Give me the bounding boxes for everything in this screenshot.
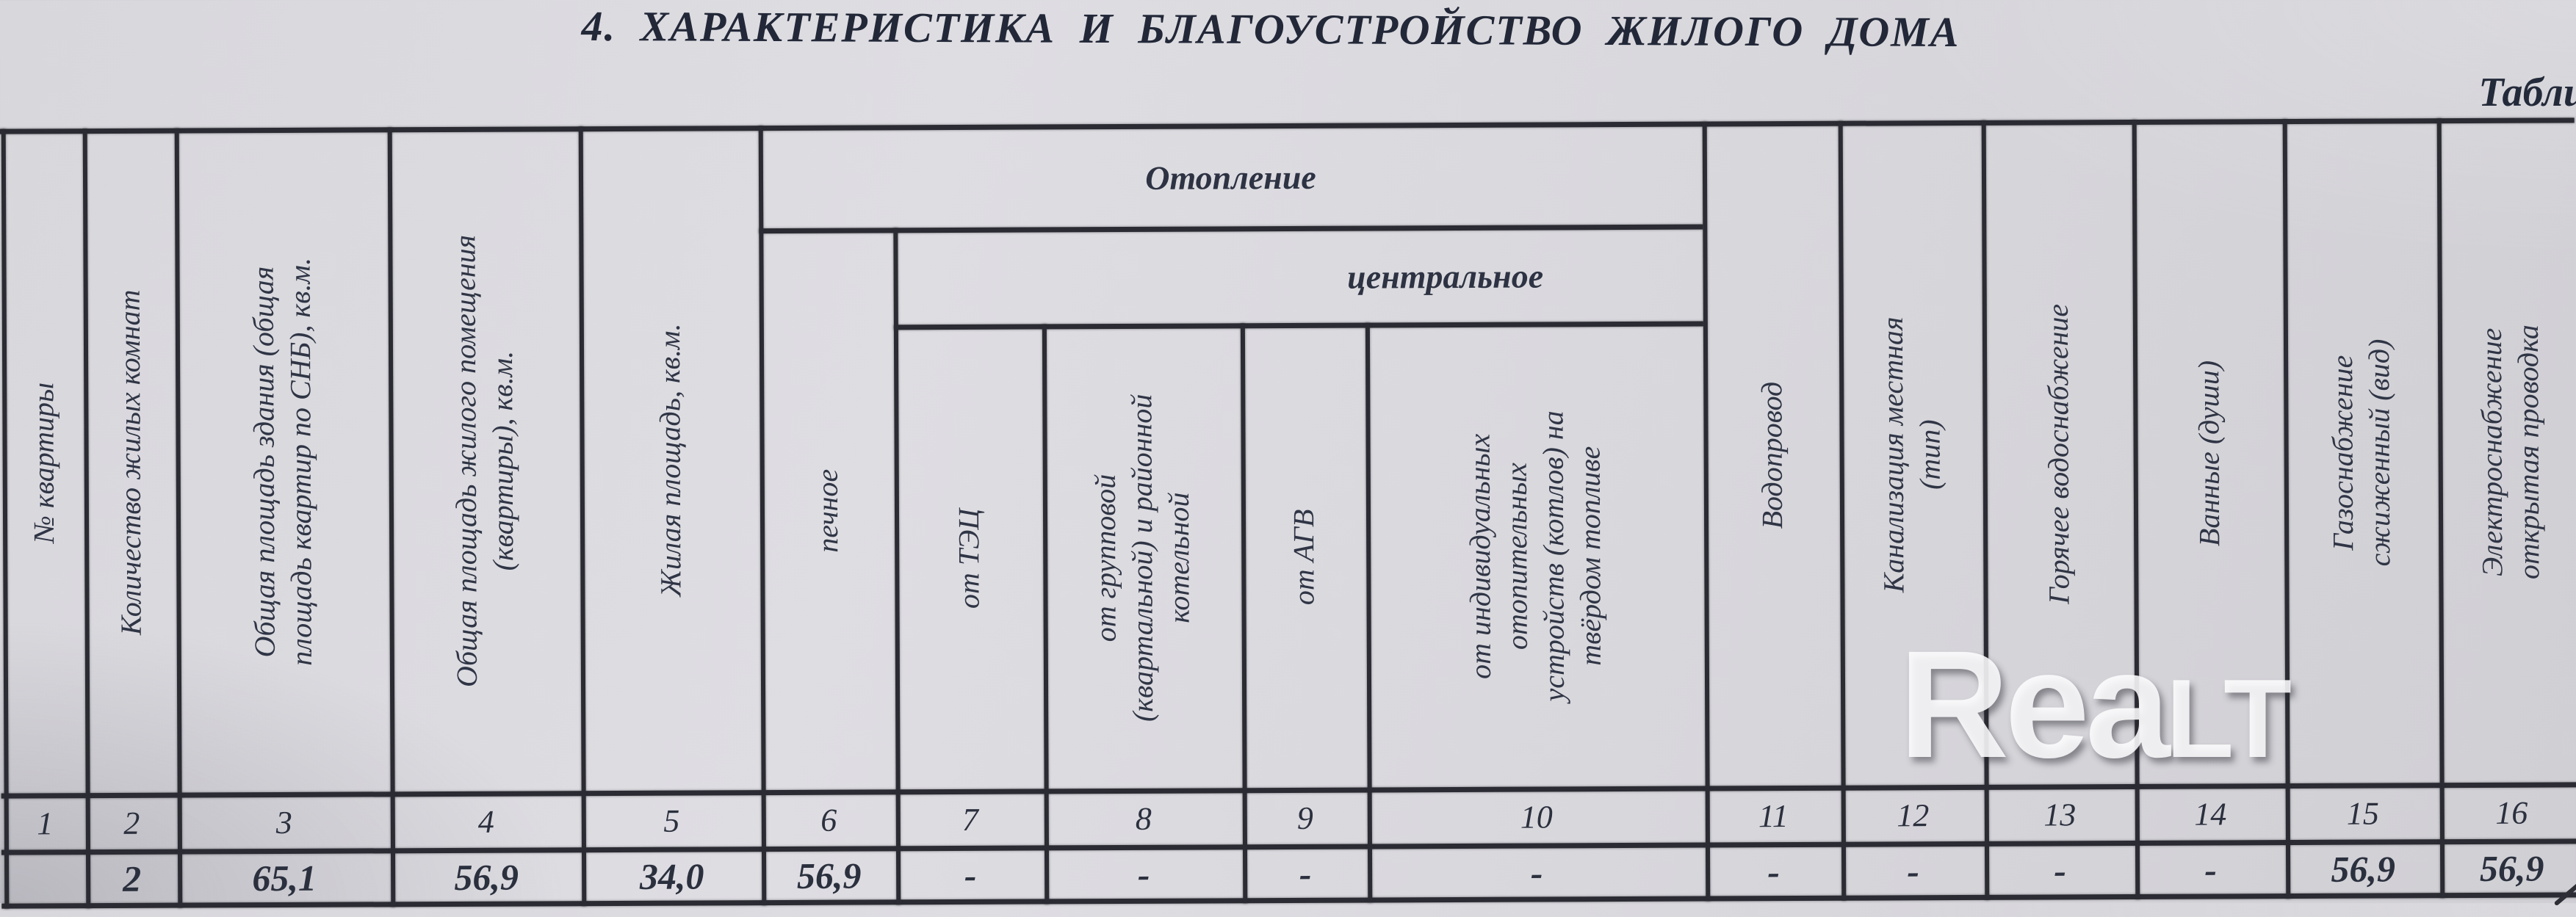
header-col-16: Электроснабжение открытая проводка — [2443, 125, 2576, 779]
header-col-7-label: от ТЭЦ — [951, 508, 986, 609]
colnum-10: 10 — [1520, 799, 1553, 836]
cell-row1-col9: - — [1299, 852, 1312, 894]
colnum-14: 14 — [2194, 796, 2227, 833]
realt-watermark-main: Rea — [1899, 620, 2171, 790]
header-col-16-label: Электроснабжение открытая проводка — [2474, 325, 2545, 580]
cell-row1-col3: 65,1 — [252, 857, 317, 899]
colnum-5: 5 — [663, 802, 680, 839]
header-col-6: печное — [765, 235, 890, 786]
colnum-8: 8 — [1135, 800, 1152, 837]
header-col-12-label: Канализация местная (тип) — [1875, 316, 1947, 593]
header-col-11-label: Водопровод — [1754, 381, 1789, 529]
cell-row1-col14: - — [2204, 849, 2218, 891]
header-col-2-label: Количество жилых комнат — [112, 289, 148, 636]
cell-row1-col10: - — [1530, 852, 1543, 894]
page-title: 4. ХАРАКТЕРИСТИКА И БЛАГОУСТРОЙСТВО ЖИЛО… — [581, 1, 1960, 57]
header-col-10: от индивидуальных отопительных устройств… — [1371, 329, 1700, 784]
colnum-11: 11 — [1758, 798, 1789, 835]
table-caption: Табли — [2478, 70, 2576, 115]
header-col-5: Жилая площадь, кв.м. — [585, 133, 756, 787]
colnum-3: 3 — [275, 804, 292, 841]
cell-row1-col6: 56,9 — [796, 855, 862, 896]
header-col-1: № квартиры — [7, 136, 80, 789]
header-col-7: от ТЭЦ — [900, 331, 1039, 786]
header-col-5-label: Жилая площадь, кв.м. — [652, 323, 687, 597]
colnum-7: 7 — [962, 801, 978, 838]
colnum-1: 1 — [37, 805, 54, 842]
header-col-9-label: от АГВ — [1286, 509, 1321, 606]
header-col-4-label: Общая площадь жилого помещения (квартиры… — [448, 234, 520, 688]
cell-row1-col4: 56,9 — [454, 856, 519, 898]
cell-row1-col8: - — [1137, 853, 1150, 895]
characteristics-table: Отопление центральное № квартиры Количес… — [0, 117, 2576, 909]
colnum-15: 15 — [2346, 795, 2379, 832]
header-col-15-label: Газоснабжение сжиженный (вид) — [2326, 338, 2397, 567]
header-col-15: Газоснабжение сжиженный (вид) — [2289, 126, 2434, 780]
header-col-8-label: от групповой (квартальной) и районной ко… — [1088, 394, 1196, 722]
colnum-13: 13 — [2043, 797, 2077, 833]
colnum-16: 16 — [2495, 794, 2528, 831]
cell-row1-col5: 34,0 — [639, 855, 704, 897]
header-col-6-label: печное — [810, 468, 844, 553]
cell-row1-col7: - — [964, 854, 977, 896]
cell-row1-col15: 56,9 — [2331, 848, 2396, 890]
header-col-10-label: от индивидуальных отопительных устройств… — [1462, 410, 1607, 702]
colnum-12: 12 — [1897, 797, 1930, 834]
realt-watermark: Realt — [1899, 628, 2292, 781]
header-centralnoe: центральное — [1347, 257, 1544, 296]
header-col-9: от АГВ — [1246, 330, 1362, 785]
cell-row1-col1 — [10, 855, 80, 903]
colnum-6: 6 — [820, 802, 837, 838]
header-otoplenie: Отопление — [1145, 158, 1316, 197]
cell-row1-col2: 2 — [123, 858, 142, 899]
colnum-2: 2 — [123, 805, 140, 841]
colnum-9: 9 — [1296, 800, 1313, 836]
header-col-2: Количество жилых комнат — [89, 136, 172, 789]
header-col-8: от групповой (квартальной) и районной ко… — [1048, 330, 1237, 785]
header-col-11: Водопровод — [1709, 128, 1836, 783]
cell-row1-col16: 56,9 — [2479, 847, 2544, 889]
cell-row1-col12: - — [1907, 850, 1920, 892]
cell-row1-col13: - — [2054, 849, 2067, 891]
header-col-3-label: Общая площадь здания (общая площадь квар… — [246, 257, 318, 666]
cell-row1-col11: - — [1767, 851, 1781, 893]
header-col-3: Общая площадь здания (общая площадь квар… — [181, 134, 385, 789]
header-col-4: Общая площадь жилого помещения (квартиры… — [394, 134, 576, 788]
header-col-1-label: № квартиры — [26, 382, 60, 543]
realt-watermark-caps: lt — [2165, 656, 2292, 781]
colnum-4: 4 — [477, 803, 494, 840]
